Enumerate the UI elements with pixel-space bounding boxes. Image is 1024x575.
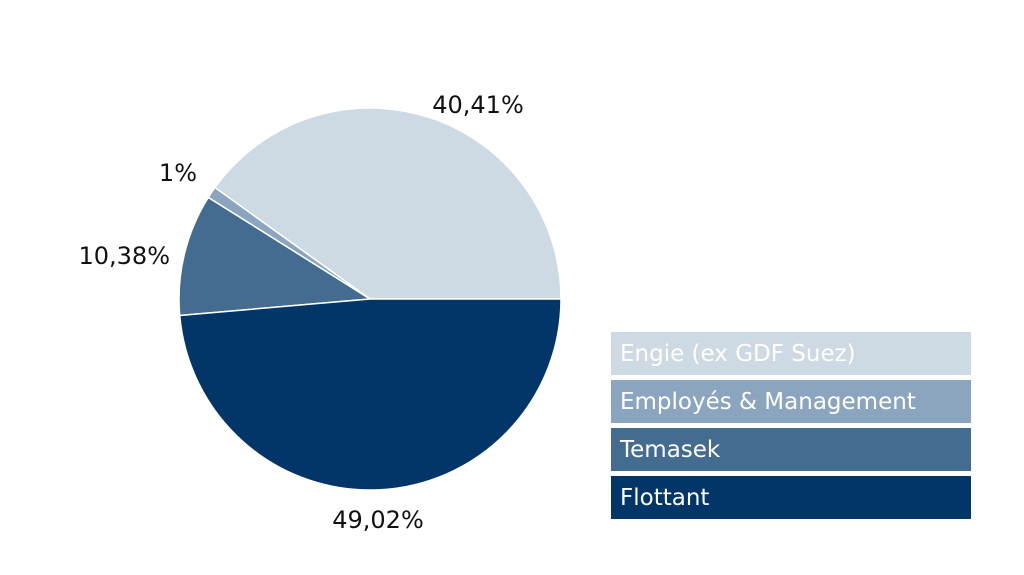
legend-label-employes: Employés & Management xyxy=(620,388,916,415)
pie-slice-temasek xyxy=(178,196,373,317)
legend-label-temasek: Temasek xyxy=(620,436,721,463)
pie-data-labels: 40,41% 1% 10,38% 49,02% xyxy=(78,91,523,534)
legend-item-temasek: Temasek xyxy=(611,428,971,471)
legend-item-employes: Employés & Management xyxy=(611,380,971,423)
legend-item-engie: Engie (ex GDF Suez) xyxy=(611,332,971,375)
pie-slice-flottant xyxy=(178,298,562,491)
legend-label-engie: Engie (ex GDF Suez) xyxy=(620,340,856,367)
pie-slice-engie xyxy=(213,107,562,300)
pie-slices xyxy=(178,107,562,491)
data-label-flottant: 49,02% xyxy=(332,506,424,534)
legend-item-flottant: Flottant xyxy=(611,476,971,519)
data-label-engie: 40,41% xyxy=(432,91,524,119)
legend-label-flottant: Flottant xyxy=(620,484,710,511)
data-label-employes: 1% xyxy=(159,159,197,187)
data-label-temasek: 10,38% xyxy=(78,242,170,270)
legend: Engie (ex GDF Suez) Employés & Managemen… xyxy=(611,332,971,524)
